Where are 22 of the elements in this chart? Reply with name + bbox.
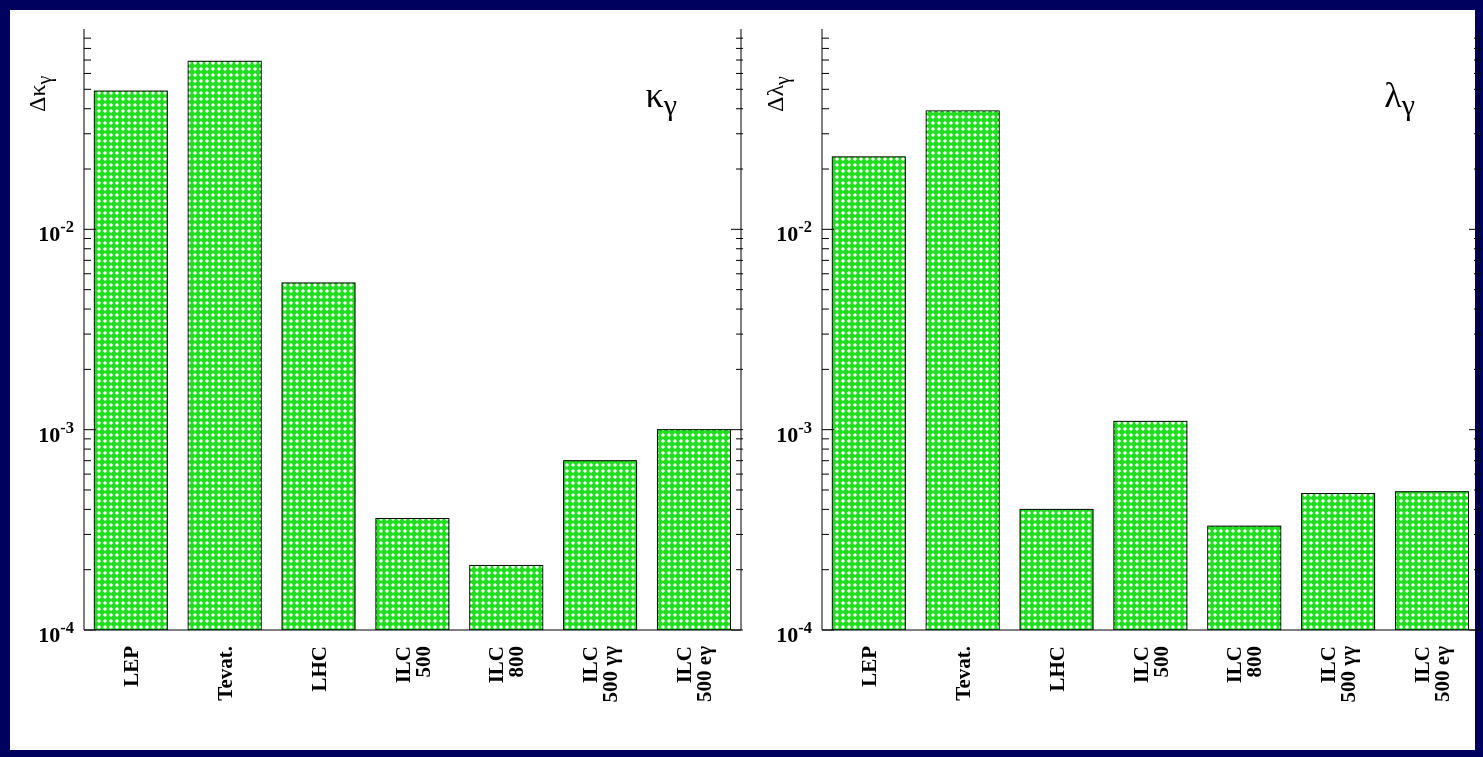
annotation: κ$_{γ}$ — [645, 74, 677, 123]
x-tick-label: Tevat. — [212, 646, 237, 701]
y-tick-label: 10$^{-2}$ — [38, 216, 74, 247]
y-tick-label: 10$^{-4}$ — [38, 617, 74, 647]
y-tick-label: 10$^{-3}$ — [38, 417, 74, 447]
y-tick-label: 10$^{-3}$ — [776, 417, 812, 447]
y-tick-label: 10$^{-4}$ — [776, 617, 812, 647]
x-tick-label: ILC 500 eγ — [672, 645, 717, 702]
annotation: λ$_{γ}$ — [1384, 74, 1415, 123]
x-tick-label: LEP — [856, 645, 881, 687]
x-tick-label: ILC 500 — [1128, 646, 1173, 684]
x-tick-label: ILC 800 — [484, 646, 529, 684]
y-tick-label: 10$^{-2}$ — [776, 216, 812, 247]
x-tick-label: ILC 800 — [1222, 646, 1267, 684]
x-tick-label: LHC — [1044, 646, 1069, 692]
x-tick-label: ILC 500 — [390, 646, 435, 684]
x-tick-label: ILC 500 eγ — [1410, 645, 1455, 702]
x-tick-label: LHC — [306, 646, 331, 692]
x-tick-label: ILC 500 γγ — [1316, 645, 1361, 703]
x-tick-label: ILC 500 γγ — [578, 645, 623, 703]
x-tick-label: LEP — [118, 645, 143, 687]
x-tick-label: Tevat. — [950, 646, 975, 701]
